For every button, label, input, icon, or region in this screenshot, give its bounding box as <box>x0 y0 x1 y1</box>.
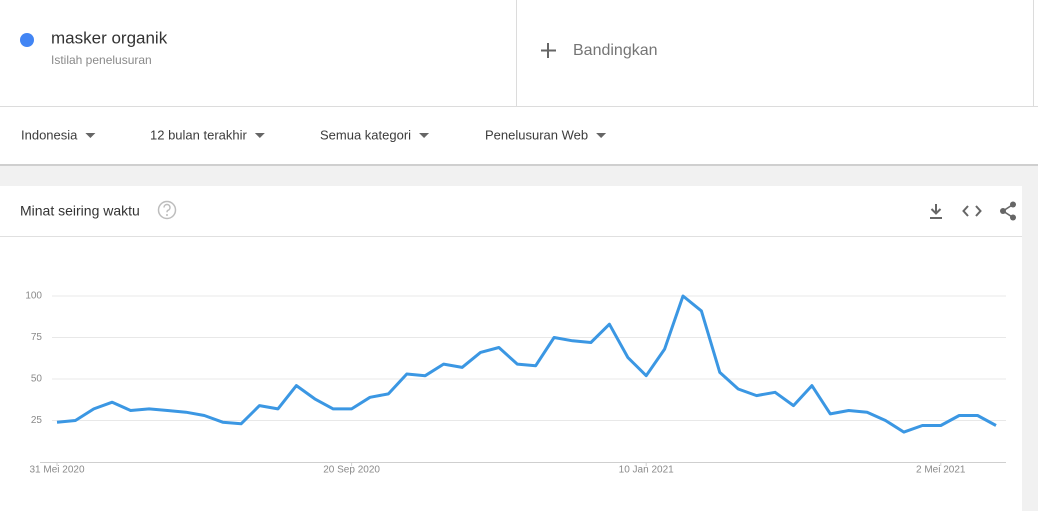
filter-shadow <box>0 164 1038 166</box>
dropdown-arrow <box>85 133 96 138</box>
filter-bar <box>0 107 1038 164</box>
y-tick-label: 100 <box>25 291 42 302</box>
x-tick-label: 20 Sep 2020 <box>323 465 380 476</box>
x-tick-label: 10 Jan 2021 <box>619 465 674 476</box>
help-circle <box>157 200 177 220</box>
download-icon[interactable] <box>930 204 942 219</box>
header-bg <box>0 0 1038 106</box>
compare-label[interactable]: Bandingkan <box>573 42 658 59</box>
embed-icon[interactable] <box>962 205 982 217</box>
y-tick-label: 50 <box>31 374 43 385</box>
filter-label[interactable]: Semua kategori <box>320 127 411 142</box>
term-dot <box>20 33 34 47</box>
download-arrow <box>930 204 942 215</box>
help-mark <box>163 203 171 213</box>
help-dot <box>166 214 168 216</box>
dropdown-arrow <box>254 133 265 138</box>
y-tick-label: 75 <box>31 332 43 343</box>
card <box>0 186 1022 511</box>
y-tick-label: 25 <box>31 415 43 426</box>
term-name[interactable]: masker organik <box>51 28 168 47</box>
x-tick-label: 31 Mei 2020 <box>29 465 84 476</box>
dropdown-arrow <box>596 133 607 138</box>
plus-icon <box>541 43 556 58</box>
filter-label[interactable]: 12 bulan terakhir <box>150 127 248 142</box>
x-tick-label: 2 Mei 2021 <box>916 465 966 476</box>
share-icon[interactable] <box>1000 201 1016 221</box>
share-node <box>1010 214 1016 221</box>
filter-label[interactable]: Penelusuran Web <box>485 127 588 142</box>
compare-button[interactable]: Bandingkan <box>541 42 658 59</box>
share-node <box>1000 208 1006 214</box>
chart-title: Minat seiring waktu <box>20 203 140 219</box>
filter-label[interactable]: Indonesia <box>21 127 78 142</box>
dropdown-arrow <box>419 133 430 138</box>
term-subtitle: Istilah penelusuran <box>51 53 152 67</box>
help-icon[interactable] <box>157 200 177 220</box>
trend-line <box>56 294 997 434</box>
plot: 25 50 75 100 31 Mei 2020 20 Sep 2020 10 Jan 20… <box>25 291 1006 476</box>
filters: Indonesia 12 bulan terakhir Semua kategori… <box>21 127 607 142</box>
share-node <box>1010 201 1016 208</box>
